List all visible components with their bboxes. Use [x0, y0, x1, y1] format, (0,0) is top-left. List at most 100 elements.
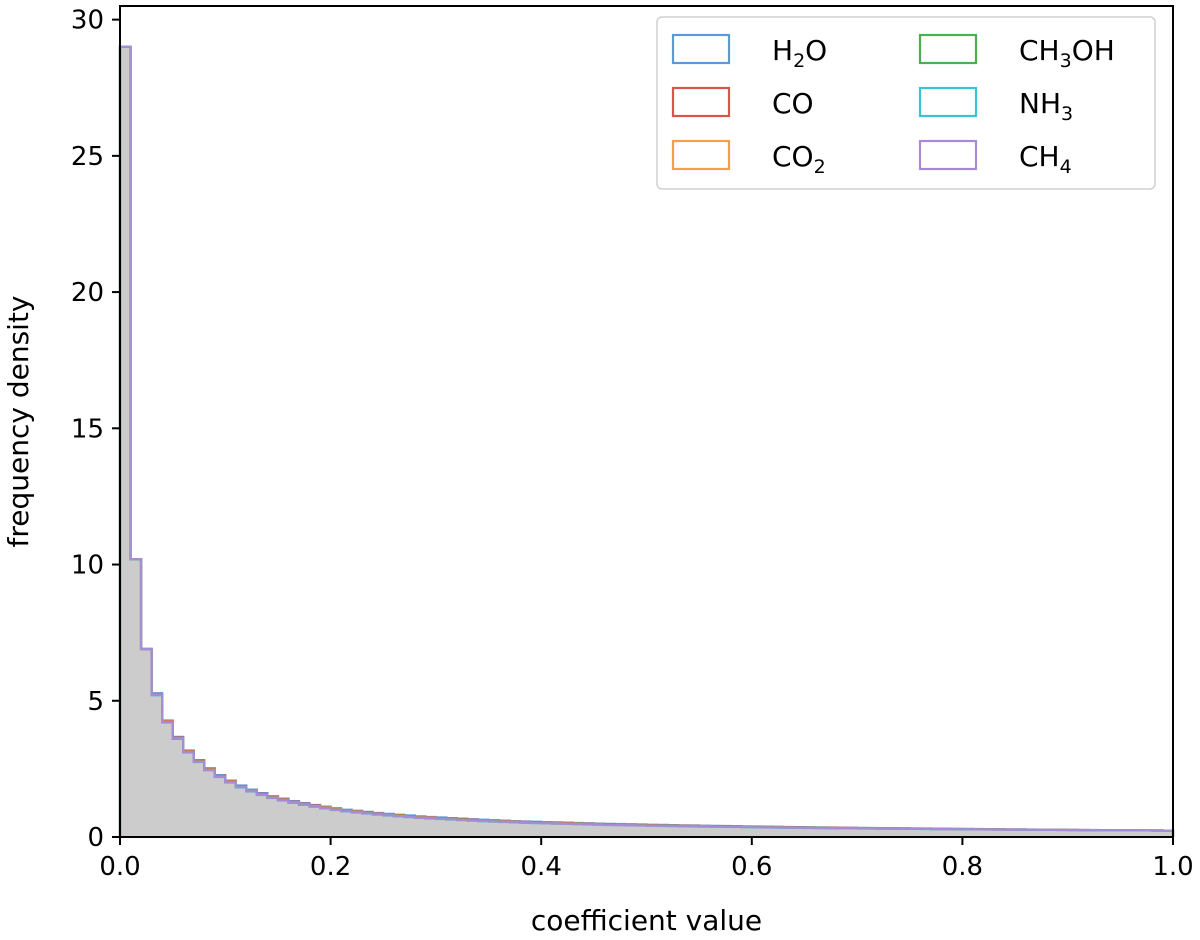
background-bar	[309, 806, 321, 837]
background-bar	[120, 46, 131, 838]
background-bar	[793, 827, 805, 837]
background-bar	[1025, 829, 1037, 837]
legend: H2O CO CO2 CH3OH NH3 CH4	[656, 16, 1156, 190]
background-bar	[678, 826, 689, 837]
legend-label: CO2	[772, 140, 826, 178]
background-bar	[1057, 829, 1068, 837]
background-bar	[625, 825, 637, 837]
background-bar	[941, 829, 953, 837]
plot-frame	[119, 5, 1174, 838]
background-bar	[635, 825, 647, 837]
background-bar	[372, 814, 384, 837]
background-bar	[1130, 830, 1142, 837]
background-bar	[193, 762, 205, 837]
background-bar	[888, 828, 900, 837]
background-bar	[425, 818, 437, 837]
background-bar	[456, 820, 468, 837]
background-bar	[1109, 830, 1121, 837]
background-bar	[509, 822, 521, 837]
background-bar	[1046, 829, 1058, 837]
background-bar	[930, 829, 942, 837]
background-bar	[478, 821, 489, 837]
y-tick-label: 15	[71, 414, 104, 444]
background-bar	[730, 827, 742, 837]
x-tick-label: 0.6	[731, 852, 772, 882]
background-bar	[1015, 829, 1026, 837]
y-tick-label: 20	[71, 278, 104, 308]
background-bar	[499, 822, 510, 837]
background-bar	[614, 825, 626, 837]
background-bar	[920, 829, 932, 837]
background-bar	[183, 752, 195, 837]
legend-label: H2O	[772, 34, 827, 72]
background-bar	[551, 823, 563, 837]
background-bar	[562, 823, 574, 837]
background-bar	[235, 787, 247, 837]
background-bar	[488, 821, 500, 837]
background-bar	[1120, 830, 1132, 837]
background-bar	[256, 795, 268, 837]
x-axis-label: coefficient value	[531, 904, 762, 937]
background-bar	[909, 828, 921, 837]
background-bar	[393, 816, 405, 837]
legend-swatch	[918, 139, 978, 171]
legend-box	[656, 16, 1156, 190]
background-bar	[1141, 830, 1153, 837]
y-tick-label: 30	[71, 6, 104, 36]
background-bar	[720, 826, 732, 837]
background-bar	[288, 802, 300, 837]
background-bar	[267, 798, 279, 837]
background-bar	[330, 810, 342, 837]
background-bar	[762, 827, 774, 837]
background-bar	[530, 823, 542, 837]
background-bar	[404, 817, 416, 837]
background-bar	[751, 827, 763, 837]
background-bar	[172, 738, 184, 837]
background-bar	[593, 824, 605, 837]
background-bar	[520, 822, 531, 837]
background-bar	[383, 815, 395, 837]
legend-swatch	[671, 139, 731, 171]
background-bar	[667, 826, 679, 837]
background-bar	[699, 826, 710, 837]
background-bar	[1151, 830, 1163, 837]
y-tick-label: 25	[71, 142, 104, 172]
background-bar	[277, 800, 289, 837]
background-bar	[878, 828, 889, 837]
background-bar	[1099, 830, 1111, 837]
background-bar	[825, 828, 837, 837]
background-bar	[341, 811, 352, 837]
background-bar	[299, 804, 310, 837]
x-tick-label: 0.2	[310, 852, 351, 882]
x-tick-label: 1.0	[1152, 852, 1193, 882]
background-bar	[657, 825, 668, 837]
background-bar	[804, 828, 816, 837]
background-bar	[225, 782, 237, 837]
legend-swatch	[671, 33, 731, 65]
background-bar	[1088, 830, 1100, 837]
background-bar	[1162, 830, 1174, 837]
background-bar	[972, 829, 984, 837]
legend-label: NH3	[1019, 87, 1073, 125]
background-bar	[993, 829, 1005, 837]
background-bar	[741, 827, 753, 837]
background-bar	[151, 695, 163, 837]
background-bar	[162, 722, 173, 837]
background-bar	[362, 813, 374, 837]
y-axis-label: frequency density	[2, 296, 35, 548]
background-bar	[214, 777, 226, 837]
background-bar	[446, 819, 458, 837]
background-bar	[141, 649, 152, 837]
series-histograms	[118, 45, 1175, 837]
background-bar	[1078, 830, 1090, 837]
legend-swatch	[671, 86, 731, 118]
background-bar	[583, 824, 595, 837]
legend-swatch	[918, 86, 978, 118]
background-bar	[204, 770, 216, 837]
background-bar	[130, 559, 142, 837]
background-bar	[604, 825, 616, 837]
y-axis: 0 5 10 15 20 25 30	[71, 6, 120, 853]
legend-label: CH3OH	[1019, 34, 1115, 72]
background-bar	[783, 827, 795, 837]
